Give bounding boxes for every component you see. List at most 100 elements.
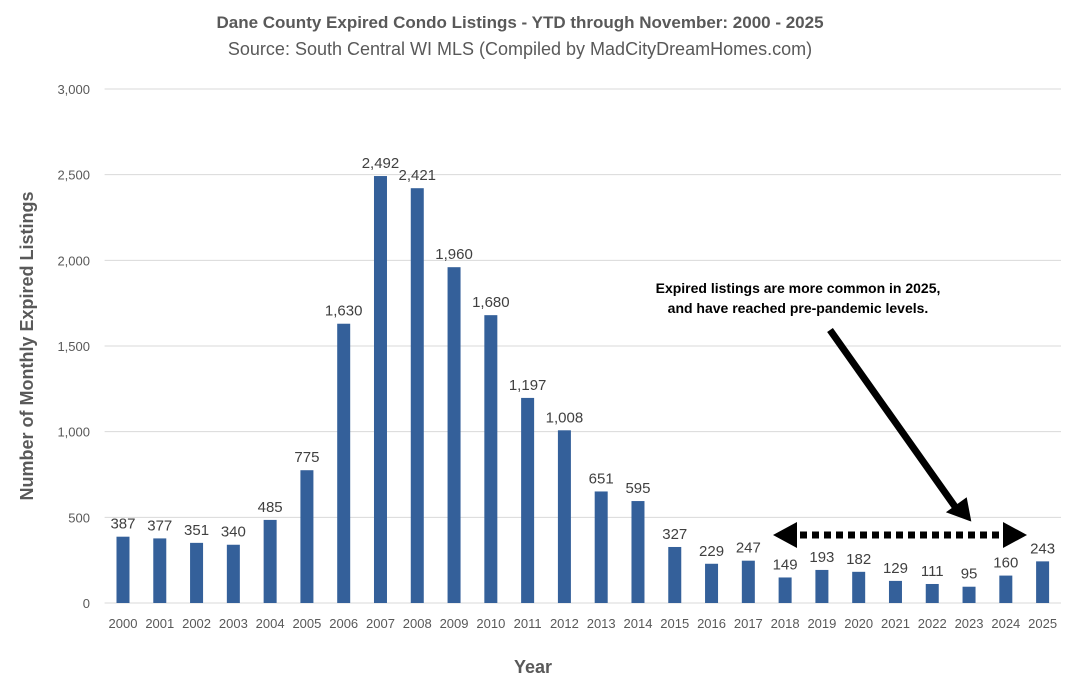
- data-label-2010: 1,680: [472, 294, 510, 311]
- data-label-2014: 595: [625, 480, 650, 497]
- x-tick-label: 2005: [292, 616, 321, 631]
- x-tick-label: 2006: [329, 616, 358, 631]
- bar-2013: [594, 491, 608, 603]
- bar-2019: [815, 569, 829, 603]
- x-tick-label: 2015: [660, 616, 689, 631]
- y-tick-label: 3,000: [57, 82, 90, 97]
- data-label-2003: 340: [221, 524, 246, 541]
- bar-2014: [631, 501, 645, 603]
- bar-2022: [925, 583, 939, 603]
- x-tick-label: 2024: [991, 616, 1020, 631]
- data-label-2019: 193: [809, 549, 834, 566]
- pointer-arrow-head: [945, 497, 972, 522]
- data-label-2012: 1,008: [546, 409, 584, 426]
- bar-2004: [263, 519, 277, 603]
- data-label-2006: 1,630: [325, 303, 363, 320]
- data-label-2004: 485: [258, 499, 283, 516]
- x-tick-label: 2002: [182, 616, 211, 631]
- data-label-2017: 247: [736, 540, 761, 557]
- y-axis: 0 500 1,000 1,500 2,000 2,500 3,000: [57, 82, 90, 611]
- x-tick-label: 2011: [514, 616, 542, 631]
- data-label-2015: 327: [662, 526, 687, 543]
- bar-2005: [300, 470, 314, 603]
- x-tick-label: 2010: [476, 616, 505, 631]
- data-label-2005: 775: [294, 449, 319, 466]
- bar-2025: [1036, 561, 1050, 603]
- x-tick-label: 2019: [807, 616, 836, 631]
- x-tick-label: 2022: [918, 616, 947, 631]
- data-label-2018: 149: [773, 556, 798, 573]
- bar-2015: [668, 546, 682, 603]
- data-label-2020: 182: [846, 551, 871, 568]
- data-label-2023: 95: [961, 566, 978, 583]
- x-tick-label: 2020: [844, 616, 873, 631]
- bar-2021: [888, 580, 902, 603]
- chart-title: Dane County Expired Condo Listings - YTD…: [216, 13, 823, 32]
- bar-2003: [226, 544, 240, 603]
- y-axis-label: Number of Monthly Expired Listings: [17, 191, 37, 500]
- x-tick-label: 2000: [109, 616, 138, 631]
- bar-2024: [999, 575, 1013, 603]
- gridlines: [104, 88, 1061, 604]
- y-tick-label: 2,000: [57, 253, 90, 268]
- data-label-2025: 243: [1030, 540, 1055, 557]
- x-axis-label: Year: [514, 657, 552, 677]
- x-tick-label: 2001: [145, 616, 174, 631]
- bar-2012: [557, 430, 571, 603]
- x-tick-label: 2025: [1028, 616, 1057, 631]
- y-tick-label: 0: [83, 596, 90, 611]
- y-tick-label: 500: [68, 510, 90, 525]
- data-label-2016: 229: [699, 543, 724, 560]
- x-tick-label: 2009: [440, 616, 469, 631]
- x-tick-label: 2008: [403, 616, 432, 631]
- y-tick-label: 1,000: [57, 425, 90, 440]
- annotation: Expired listings are more common in 2025…: [656, 280, 1027, 548]
- bar-2018: [778, 577, 792, 603]
- x-tick-label: 2018: [771, 616, 800, 631]
- x-tick-label: 2021: [881, 616, 910, 631]
- annotation-line-1: Expired listings are more common in 2025…: [656, 280, 941, 296]
- data-label-2000: 387: [110, 516, 135, 533]
- y-tick-label: 2,500: [57, 168, 90, 183]
- bar-2010: [484, 315, 498, 603]
- bar-2020: [852, 571, 866, 603]
- bar-2002: [190, 542, 204, 603]
- data-label-2024: 160: [993, 555, 1018, 572]
- x-tick-label: 2012: [550, 616, 579, 631]
- bar-2006: [337, 323, 351, 603]
- bar-2001: [153, 538, 167, 603]
- data-label-2021: 129: [883, 560, 908, 577]
- range-arrow-left-head: [773, 522, 797, 548]
- x-tick-label: 2014: [624, 616, 653, 631]
- x-axis: 2000 2001 2002 2003 2004 2005 2006 2007 2008 2009…: [109, 616, 1058, 631]
- bar-2000: [116, 536, 130, 603]
- chart-subtitle: Source: South Central WI MLS (Compiled b…: [228, 39, 812, 59]
- data-label-2007: 2,492: [362, 155, 400, 172]
- data-label-2002: 351: [184, 522, 209, 539]
- data-label-2011: 1,197: [509, 377, 547, 394]
- x-tick-label: 2013: [587, 616, 616, 631]
- bar-2023: [962, 586, 976, 603]
- x-tick-label: 2016: [697, 616, 726, 631]
- bar-2008: [410, 188, 424, 603]
- bar-2007: [373, 176, 387, 603]
- bar-2011: [521, 397, 535, 603]
- data-label-2008: 2,421: [398, 167, 436, 184]
- range-arrow-right-head: [1003, 522, 1027, 548]
- x-tick-label: 2023: [955, 616, 984, 631]
- x-tick-label: 2007: [366, 616, 395, 631]
- pointer-arrow-shaft: [827, 327, 959, 511]
- data-label-2001: 377: [147, 517, 172, 534]
- annotation-line-2: and have reached pre-pandemic levels.: [668, 300, 929, 316]
- data-label-2013: 651: [589, 470, 614, 487]
- x-tick-label: 2004: [256, 616, 285, 631]
- x-tick-label: 2017: [734, 616, 763, 631]
- data-label-2022: 111: [921, 563, 944, 580]
- bar-2009: [447, 267, 461, 603]
- y-tick-label: 1,500: [57, 339, 90, 354]
- x-tick-label: 2003: [219, 616, 248, 631]
- bar-2017: [741, 560, 755, 603]
- bar-2016: [705, 563, 719, 603]
